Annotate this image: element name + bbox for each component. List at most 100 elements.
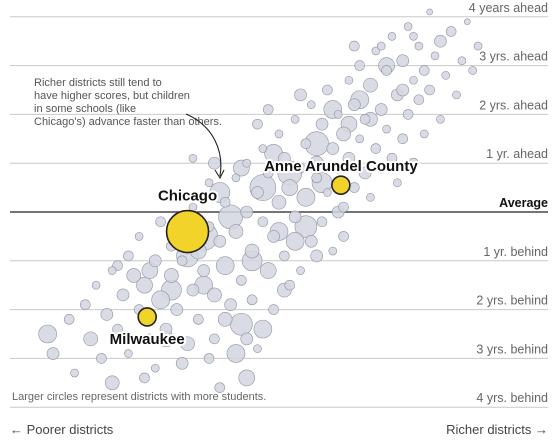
district-bubble — [452, 90, 461, 100]
district-bubble — [426, 8, 433, 16]
district-bubble — [240, 332, 254, 346]
district-bubble — [309, 155, 324, 171]
district-bubble — [323, 188, 332, 197]
district-bubble — [403, 22, 413, 31]
district-bubble — [409, 75, 418, 85]
district-bubble — [473, 41, 483, 51]
district-bubble — [219, 196, 231, 208]
district-bubble — [328, 246, 338, 256]
district-bubble — [349, 40, 360, 52]
district-bubble — [374, 103, 388, 116]
district-bubble — [396, 54, 410, 68]
district-bubble — [175, 356, 189, 370]
y-tick-label: 1 yr. ahead — [486, 147, 548, 161]
district-bubble — [434, 34, 447, 48]
district-bubble — [296, 188, 316, 207]
district-bubble — [208, 156, 221, 170]
district-bubble — [231, 173, 241, 183]
district-bubble — [148, 254, 162, 268]
district-bubble — [300, 138, 312, 149]
district-bubble — [285, 231, 305, 251]
district-bubble — [176, 255, 188, 267]
district-bubble — [333, 110, 343, 119]
y-tick-label: 4 yrs. behind — [476, 391, 548, 405]
district-bubble — [238, 369, 256, 387]
district-bubble — [408, 157, 419, 169]
size-note: Larger circles represent districts with … — [12, 391, 266, 403]
district-bubble — [204, 178, 214, 188]
district-bubble — [224, 298, 237, 312]
district-bubble — [126, 268, 142, 283]
y-tick-label: 2 yrs. ahead — [479, 98, 548, 112]
district-bubble — [279, 250, 290, 262]
district-bubble — [419, 129, 429, 139]
district-bubble — [197, 264, 210, 277]
district-bubble — [139, 372, 150, 384]
district-bubble — [445, 26, 457, 37]
district-bubble — [209, 333, 220, 345]
annotation: Richer districts still tend to have highe… — [34, 77, 225, 180]
x-axis-right-label: Richer districts → — [446, 422, 548, 437]
district-bubble — [262, 104, 274, 115]
district-bubble — [430, 51, 440, 61]
x-axis-left-label: ← Poorer districts — [10, 422, 114, 437]
district-bubble — [244, 243, 260, 259]
district-bubble — [311, 172, 322, 184]
district-bubble — [371, 46, 381, 56]
district-bubble — [267, 230, 280, 243]
district-bubble — [236, 275, 247, 286]
district-bubble — [193, 314, 204, 325]
district-bubble — [274, 129, 284, 139]
district-bubble — [338, 201, 349, 213]
district-bubble — [159, 322, 173, 336]
district-bubble — [262, 167, 274, 179]
district-bubble — [96, 353, 107, 364]
district-bubble — [253, 344, 262, 353]
district-bubble — [253, 319, 273, 339]
district-bubble — [226, 344, 246, 363]
district-bubble — [271, 194, 287, 210]
district-bubble — [336, 126, 351, 142]
district-bubble — [393, 178, 402, 188]
district-bubble — [349, 182, 360, 193]
district-bubble — [100, 308, 114, 321]
district-bubble — [338, 231, 349, 242]
district-bubble — [188, 154, 198, 163]
district-bubble — [322, 84, 333, 96]
district-bubble — [116, 288, 130, 302]
district-bubble — [296, 266, 305, 275]
district-bubble — [355, 134, 365, 144]
district-bubble — [164, 268, 179, 283]
district-bubble — [104, 375, 120, 391]
district-bubble — [203, 353, 215, 364]
district-bubble — [463, 18, 471, 25]
highlight-label: Anne Arundel County — [264, 158, 418, 175]
district-bubble — [468, 66, 477, 75]
district-bubble — [396, 83, 410, 97]
district-bubble — [397, 133, 409, 145]
annotation-arrowhead — [214, 169, 225, 180]
district-bubble — [294, 215, 318, 238]
y-tick-label: 4 years ahead — [469, 1, 548, 15]
district-bubble — [228, 224, 244, 239]
district-bubble — [123, 250, 134, 262]
district-bubble — [268, 304, 279, 315]
district-bubble — [376, 41, 386, 51]
highlight-label: Milwaukee — [110, 331, 185, 348]
district-bubble — [304, 234, 318, 248]
district-bubble — [257, 216, 269, 228]
district-bubble — [402, 109, 414, 120]
district-bubble — [295, 162, 306, 174]
highlight-bubble-milwaukee — [137, 307, 157, 327]
district-bubble — [170, 303, 184, 316]
district-bubble — [441, 71, 451, 80]
district-bubble — [281, 179, 299, 196]
district-bubble — [46, 347, 60, 360]
district-bubble — [151, 290, 170, 310]
district-bubble — [215, 256, 235, 275]
bubble-layer — [38, 8, 483, 393]
district-bubble — [242, 158, 252, 168]
highlight-label: Chicago — [158, 188, 217, 205]
district-bubble — [63, 314, 75, 325]
